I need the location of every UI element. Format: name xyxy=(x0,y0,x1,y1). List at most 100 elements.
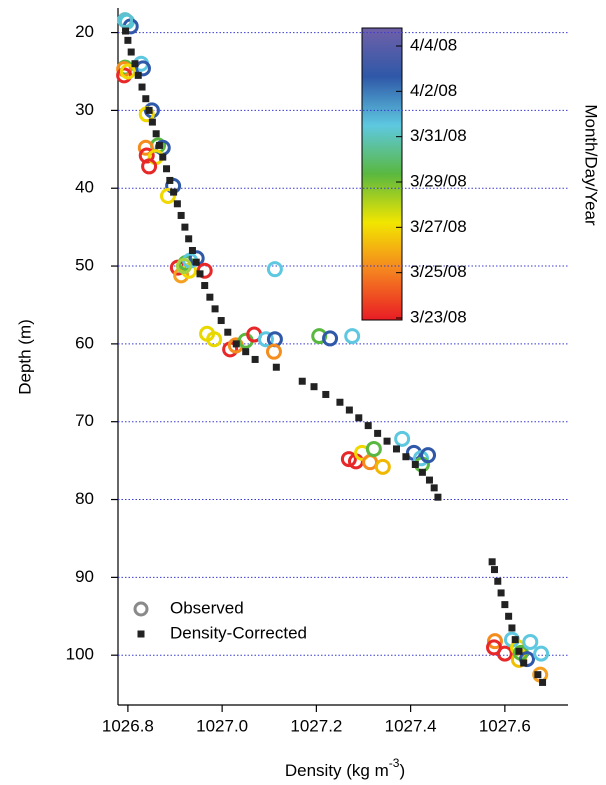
corrected-point xyxy=(488,558,496,566)
observed-point xyxy=(344,328,361,345)
corrected-point xyxy=(539,678,547,686)
observed-point xyxy=(117,12,134,29)
y-tick-label: 70 xyxy=(75,411,94,430)
observed-point xyxy=(119,63,136,80)
y-tick-label: 50 xyxy=(75,256,94,275)
observed-point xyxy=(394,430,411,447)
observed-point xyxy=(175,258,192,275)
observed-point xyxy=(362,454,379,471)
corrected-point xyxy=(224,328,232,336)
corrected-point xyxy=(355,414,363,422)
corrected-point xyxy=(166,176,174,184)
corrected-point xyxy=(364,422,372,430)
x-axis-label: Density (kg m-3) xyxy=(285,756,405,780)
corrected-point xyxy=(138,83,146,91)
corrected-point xyxy=(434,493,442,501)
corrected-point xyxy=(374,429,382,437)
corrected-point xyxy=(336,398,344,406)
x-tick-label: 1027.2 xyxy=(290,716,342,735)
legend-marker xyxy=(137,630,145,638)
y-tick-label: 100 xyxy=(66,645,94,664)
corrected-point xyxy=(211,305,219,313)
observed-point xyxy=(206,331,223,348)
corrected-point xyxy=(217,317,225,325)
colorbar-tick-label: 4/4/08 xyxy=(410,35,457,54)
corrected-point xyxy=(430,484,438,492)
corrected-point xyxy=(322,390,330,398)
corrected-point xyxy=(185,235,193,243)
observed-point xyxy=(420,447,437,464)
corrected-point xyxy=(515,647,523,655)
corrected-point xyxy=(508,624,516,632)
corrected-point xyxy=(196,270,204,278)
corrected-point xyxy=(402,453,410,461)
observed-point xyxy=(134,60,151,77)
corrected-point xyxy=(173,200,181,208)
observed-point xyxy=(141,158,158,175)
corrected-point xyxy=(145,106,153,114)
corrected-point xyxy=(148,118,156,126)
observed-point xyxy=(522,633,539,650)
corrected-point xyxy=(122,27,130,35)
corrected-point xyxy=(131,60,139,68)
observed-point xyxy=(311,328,328,345)
corrected-point xyxy=(124,36,132,44)
y-tick-label: 60 xyxy=(75,333,94,352)
colorbar-tick-label: 3/25/08 xyxy=(410,262,467,281)
observed-point xyxy=(374,458,391,475)
corrected-point xyxy=(206,293,214,301)
corrected-point xyxy=(534,671,542,679)
observed-point xyxy=(365,440,382,457)
corrected-point xyxy=(188,246,196,254)
corrected-point xyxy=(251,355,259,363)
corrected-point xyxy=(345,406,353,414)
legend-marker xyxy=(133,601,149,617)
corrected-point xyxy=(134,71,142,79)
corrected-point xyxy=(177,211,185,219)
corrected-point xyxy=(418,468,426,476)
colorbar-tick-label: 3/23/08 xyxy=(410,307,467,326)
observed-point xyxy=(533,645,550,662)
observed-point xyxy=(137,139,154,156)
y-tick-label: 90 xyxy=(75,567,94,586)
observed-point xyxy=(138,147,155,164)
series xyxy=(116,12,550,683)
corrected-point xyxy=(490,566,498,574)
x-tick-label: 1027.0 xyxy=(196,716,248,735)
corrected-point xyxy=(155,141,163,149)
corrected-point xyxy=(520,659,528,667)
corrected-point xyxy=(127,48,135,56)
y-tick-label: 40 xyxy=(75,178,94,197)
legend-label: Density-Corrected xyxy=(170,623,307,642)
corrected-point xyxy=(425,476,433,484)
series xyxy=(122,27,547,686)
corrected-point xyxy=(505,612,513,620)
corrected-point xyxy=(272,363,280,371)
corrected-point xyxy=(242,348,250,356)
x-tick-label: 1026.8 xyxy=(102,716,154,735)
corrected-point xyxy=(392,445,400,453)
colorbar-tick-label: 3/31/08 xyxy=(410,126,467,145)
observed-point xyxy=(116,67,133,84)
colorbar xyxy=(361,27,403,321)
corrected-point xyxy=(383,437,391,445)
observed-point xyxy=(496,645,513,662)
observed-point xyxy=(486,633,503,650)
corrected-point xyxy=(494,577,502,585)
x-tick-label: 1027.6 xyxy=(479,716,531,735)
observed-point xyxy=(159,188,176,205)
y-axis-label: Depth (m) xyxy=(15,319,34,395)
observed-point xyxy=(266,261,283,278)
colorbar-label: Month/Day/Year xyxy=(582,104,601,226)
corrected-point xyxy=(411,461,419,469)
y-tick-label: 30 xyxy=(75,100,94,119)
corrected-point xyxy=(298,377,306,385)
y-tick-label: 80 xyxy=(75,489,94,508)
corrected-point xyxy=(170,188,178,196)
observed-point xyxy=(340,451,357,468)
corrected-point xyxy=(163,165,171,173)
y-tick-label: 20 xyxy=(75,22,94,41)
corrected-point xyxy=(192,258,200,266)
observed-point xyxy=(322,330,339,347)
